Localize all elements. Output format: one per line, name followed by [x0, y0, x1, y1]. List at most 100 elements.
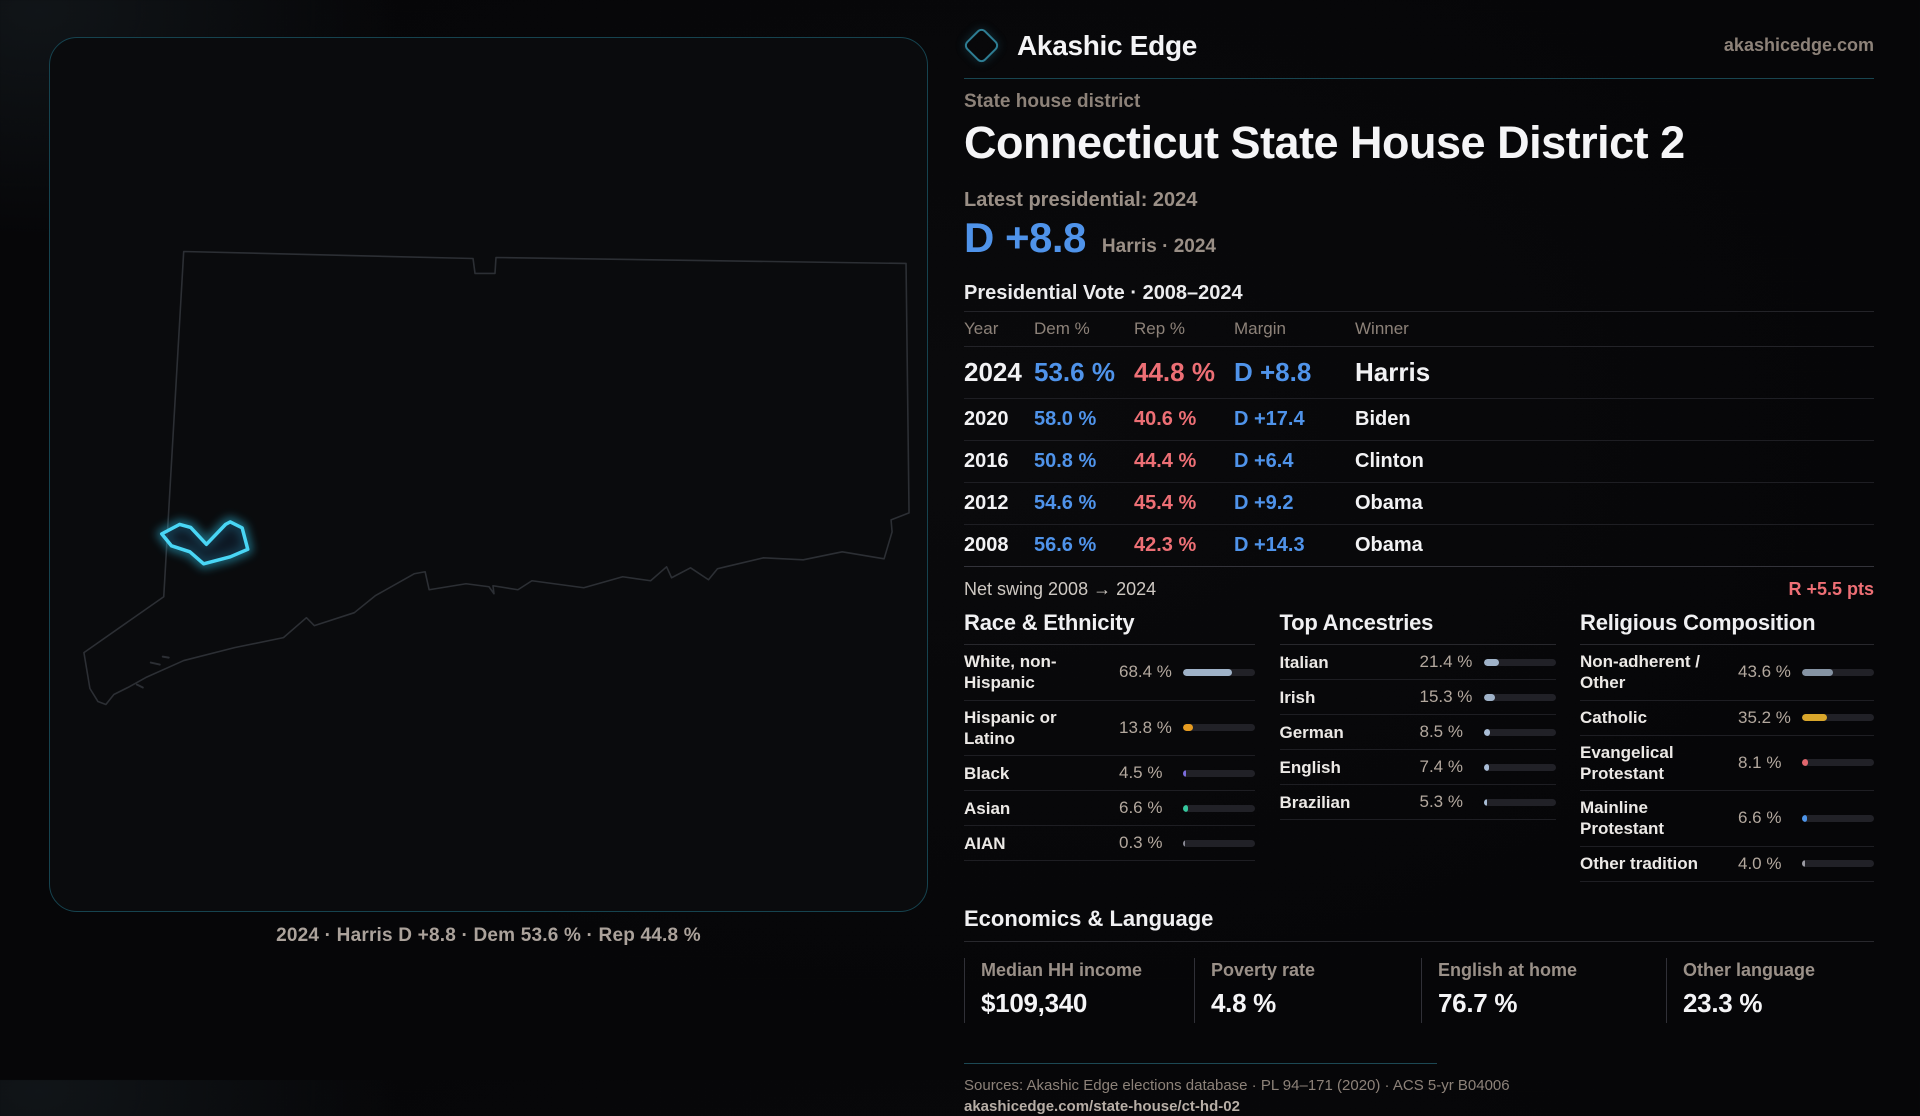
cell-year: 2024 — [964, 357, 1022, 388]
demo-bar — [1183, 839, 1255, 847]
cell-margin: D +6.4 — [1234, 450, 1294, 473]
religion-group: Religious Composition Non-adherent / Oth… — [1580, 610, 1874, 882]
demo-bar — [1483, 763, 1556, 771]
detail-panel: Akashic Edge akashicedge.com State house… — [962, 0, 1874, 1116]
group-title: Race & Ethnicity — [964, 610, 1255, 646]
stat-poverty-rate: Poverty rate 4.8 % — [1194, 957, 1421, 1023]
stat-value: $109,340 — [981, 987, 1088, 1018]
ancestries-group: Top Ancestries Italian 21.4 % Irish 15.3… — [1279, 610, 1556, 882]
demo-bar — [1183, 668, 1255, 676]
cell-year: 2016 — [964, 450, 1009, 473]
demo-label: German — [1279, 722, 1344, 742]
brand-domain-link[interactable]: akashicedge.com — [1723, 35, 1874, 55]
stat-label: Median HH income — [981, 959, 1143, 980]
demo-value: 15.3 % — [1419, 687, 1473, 707]
cell-dem: 58.0 % — [1034, 408, 1097, 431]
state-outline — [83, 250, 910, 706]
demo-value: 4.0 % — [1738, 853, 1782, 873]
list-item: Non-adherent / Other 43.6 % — [1580, 645, 1874, 701]
demo-label: AIAN — [964, 833, 1006, 853]
demographics-section: Race & Ethnicity White, non-Hispanic 68.… — [964, 610, 1874, 882]
cell-rep: 45.4 % — [1134, 492, 1197, 515]
economics-stats: Median HH income $109,340 Poverty rate 4… — [964, 957, 1874, 1023]
table-row: 2008 56.6 % 42.3 % D +14.3 Obama — [964, 525, 1874, 568]
demo-bar — [1802, 668, 1874, 676]
map-caption: 2024 · Harris D +8.8 · Dem 53.6 % · Rep … — [276, 925, 701, 946]
table-row: 2024 53.6 % 44.8 % D +8.8 Harris — [964, 347, 1874, 400]
demo-label: Catholic — [1580, 708, 1648, 728]
state-map — [83, 250, 910, 706]
footer-divider — [964, 1062, 1437, 1064]
demo-label: Brazilian — [1279, 792, 1351, 812]
list-item: English 7.4 % — [1279, 750, 1556, 786]
stat-value: 4.8 % — [1211, 987, 1276, 1018]
cell-dem: 53.6 % — [1034, 357, 1115, 388]
district-shape — [160, 520, 250, 566]
demo-bar — [1802, 814, 1874, 822]
cell-year: 2008 — [964, 534, 1009, 557]
demo-value: 0.3 % — [1119, 833, 1163, 853]
stat-median-income: Median HH income $109,340 — [964, 957, 1194, 1023]
table-row: 2020 58.0 % 40.6 % D +17.4 Biden — [964, 399, 1874, 442]
cell-year: 2012 — [964, 492, 1009, 515]
demo-value: 5.3 % — [1419, 792, 1463, 812]
demo-label: Evangelical Protestant — [1580, 742, 1674, 783]
table-header-row: Year Dem % Rep % Margin Winner — [964, 311, 1874, 348]
cell-margin: D +9.2 — [1234, 492, 1294, 515]
latest-margin-value: D +8.8 — [964, 214, 1086, 262]
demo-bar — [1483, 658, 1556, 666]
demo-label: Hispanic or Latino — [964, 707, 1057, 748]
demo-label: White, non-Hispanic — [964, 652, 1057, 693]
sources-text: Sources: Akashic Edge elections database… — [964, 1076, 1510, 1094]
cell-rep: 44.8 % — [1134, 357, 1215, 388]
page-title: Connecticut State House District 2 — [964, 117, 1685, 168]
list-item: AIAN 0.3 % — [964, 826, 1255, 862]
cell-dem: 56.6 % — [1034, 534, 1097, 557]
cell-winner: Obama — [1355, 492, 1423, 515]
brand-header: Akashic Edge akashicedge.com — [962, 0, 1874, 79]
net-swing-value: R +5.5 pts — [1788, 579, 1874, 600]
demo-value: 6.6 % — [1738, 808, 1782, 828]
cell-winner: Harris — [1355, 357, 1431, 388]
cell-dem: 50.8 % — [1034, 450, 1097, 473]
demo-label: Black — [964, 763, 1010, 783]
demo-bar — [1802, 860, 1874, 868]
list-item: Catholic 35.2 % — [1580, 701, 1874, 736]
demo-bar — [1802, 714, 1874, 722]
cell-margin: D +14.3 — [1234, 534, 1305, 557]
stat-value: 23.3 % — [1683, 987, 1763, 1018]
net-swing-row: Net swing 2008 → 2024 R +5.5 pts — [964, 579, 1874, 600]
cell-margin: D +8.8 — [1234, 357, 1312, 388]
net-swing-label: Net swing 2008 → 2024 — [964, 579, 1157, 600]
cell-margin: D +17.4 — [1234, 408, 1305, 431]
demo-bar — [1483, 798, 1556, 806]
demo-bar — [1183, 804, 1255, 812]
cell-year: 2020 — [964, 408, 1009, 431]
cell-rep: 44.4 % — [1134, 450, 1197, 473]
stat-other-language: Other language 23.3 % — [1666, 957, 1874, 1023]
demo-value: 68.4 % — [1119, 662, 1172, 682]
stat-label: English at home — [1438, 959, 1578, 980]
demo-value: 13.8 % — [1119, 717, 1172, 737]
list-item: Other tradition 4.0 % — [1580, 847, 1874, 882]
cell-dem: 54.6 % — [1034, 492, 1097, 515]
demo-value: 21.4 % — [1419, 652, 1473, 672]
diamond-logo-icon — [962, 26, 1001, 65]
stat-label: Poverty rate — [1211, 959, 1316, 980]
latest-presidential-label: Latest presidential: 2024 — [964, 189, 1198, 212]
cell-rep: 42.3 % — [1134, 534, 1197, 557]
demo-value: 35.2 % — [1738, 707, 1791, 727]
economics-title: Economics & Language — [964, 906, 1874, 942]
demo-label: Non-adherent / Other — [1580, 652, 1700, 693]
list-item: German 8.5 % — [1279, 715, 1556, 751]
race-ethnicity-group: Race & Ethnicity White, non-Hispanic 68.… — [964, 610, 1255, 882]
list-item: Mainline Protestant 6.6 % — [1580, 791, 1874, 847]
demo-label: English — [1279, 757, 1341, 777]
permalink[interactable]: akashicedge.com/state-house/ct-hd-02 — [964, 1097, 1240, 1115]
list-item: Evangelical Protestant 8.1 % — [1580, 736, 1874, 792]
demo-value: 43.6 % — [1738, 662, 1791, 682]
demo-value: 4.5 % — [1119, 763, 1163, 783]
list-item: Italian 21.4 % — [1279, 645, 1556, 681]
presidential-vote-table: Year Dem % Rep % Margin Winner 2024 53.6… — [964, 311, 1874, 568]
demo-bar — [1483, 728, 1556, 736]
